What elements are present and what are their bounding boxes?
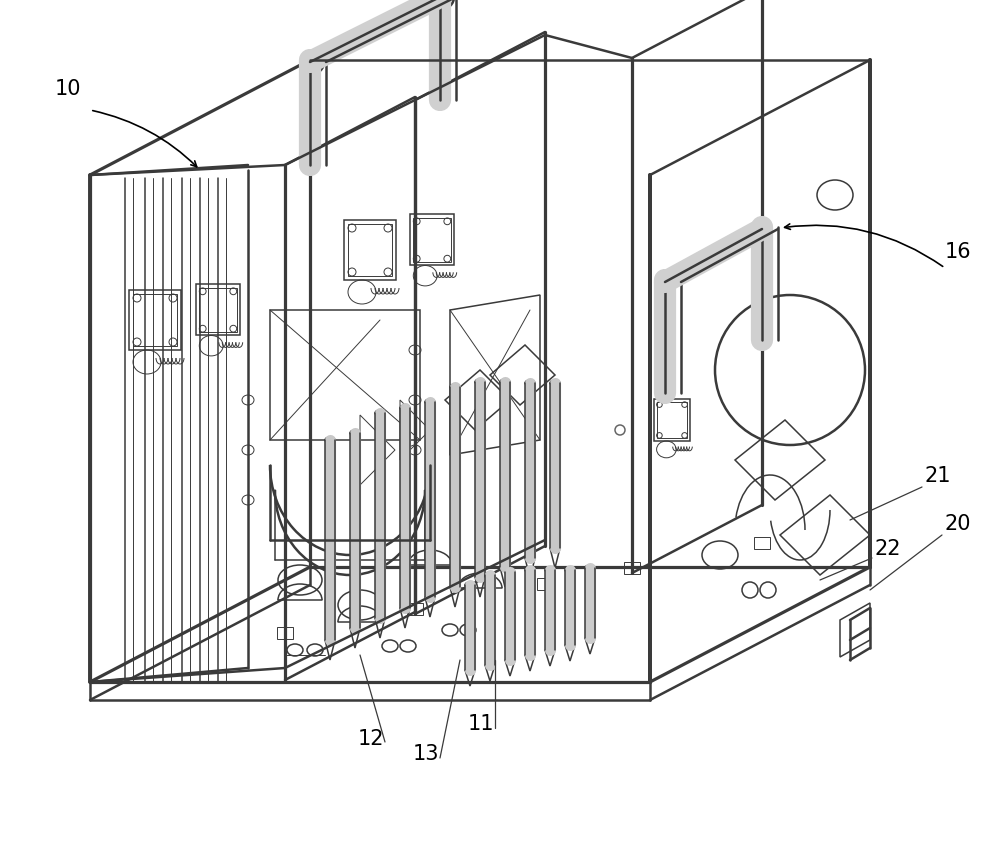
Text: 16: 16 [945, 242, 972, 262]
Text: 22: 22 [875, 539, 902, 559]
Text: 11: 11 [468, 714, 494, 734]
Text: 12: 12 [358, 729, 384, 749]
Text: 21: 21 [925, 466, 952, 486]
Text: 20: 20 [945, 514, 972, 534]
Text: 10: 10 [55, 79, 82, 99]
Text: 13: 13 [413, 744, 440, 764]
